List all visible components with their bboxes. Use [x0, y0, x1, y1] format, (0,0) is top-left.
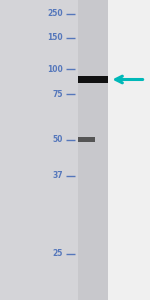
- Bar: [78, 137, 95, 142]
- Text: 37: 37: [52, 171, 63, 180]
- Bar: [78, 0, 108, 300]
- Bar: [108, 0, 150, 300]
- Text: 25: 25: [53, 249, 63, 258]
- Text: 100: 100: [47, 64, 63, 74]
- Text: 75: 75: [52, 90, 63, 99]
- Bar: [0, 0, 108, 300]
- Text: 150: 150: [47, 33, 63, 42]
- Text: 250: 250: [47, 9, 63, 18]
- Bar: [78, 76, 108, 83]
- Text: 50: 50: [53, 135, 63, 144]
